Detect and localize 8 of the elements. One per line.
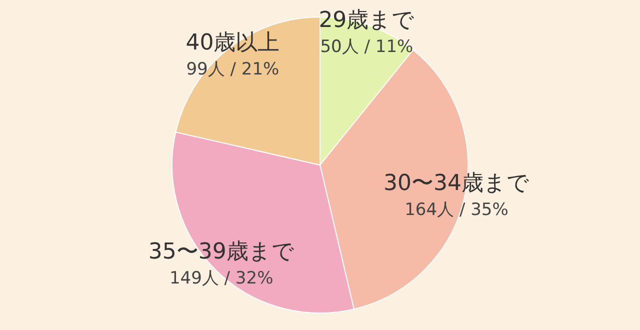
data-label: 50人 / 11% [320,37,414,58]
data-label: 164人 / 35% [404,200,508,220]
slice-label: 29歳まで [318,8,415,34]
slice-label: 30〜34歳まで [383,171,530,196]
slice-label: 40歳以上 [186,30,280,56]
data-label: 149人 / 32% [169,268,274,288]
slice-label: 35〜39歳まで [148,239,294,264]
data-label: 99人 / 21% [186,60,280,80]
